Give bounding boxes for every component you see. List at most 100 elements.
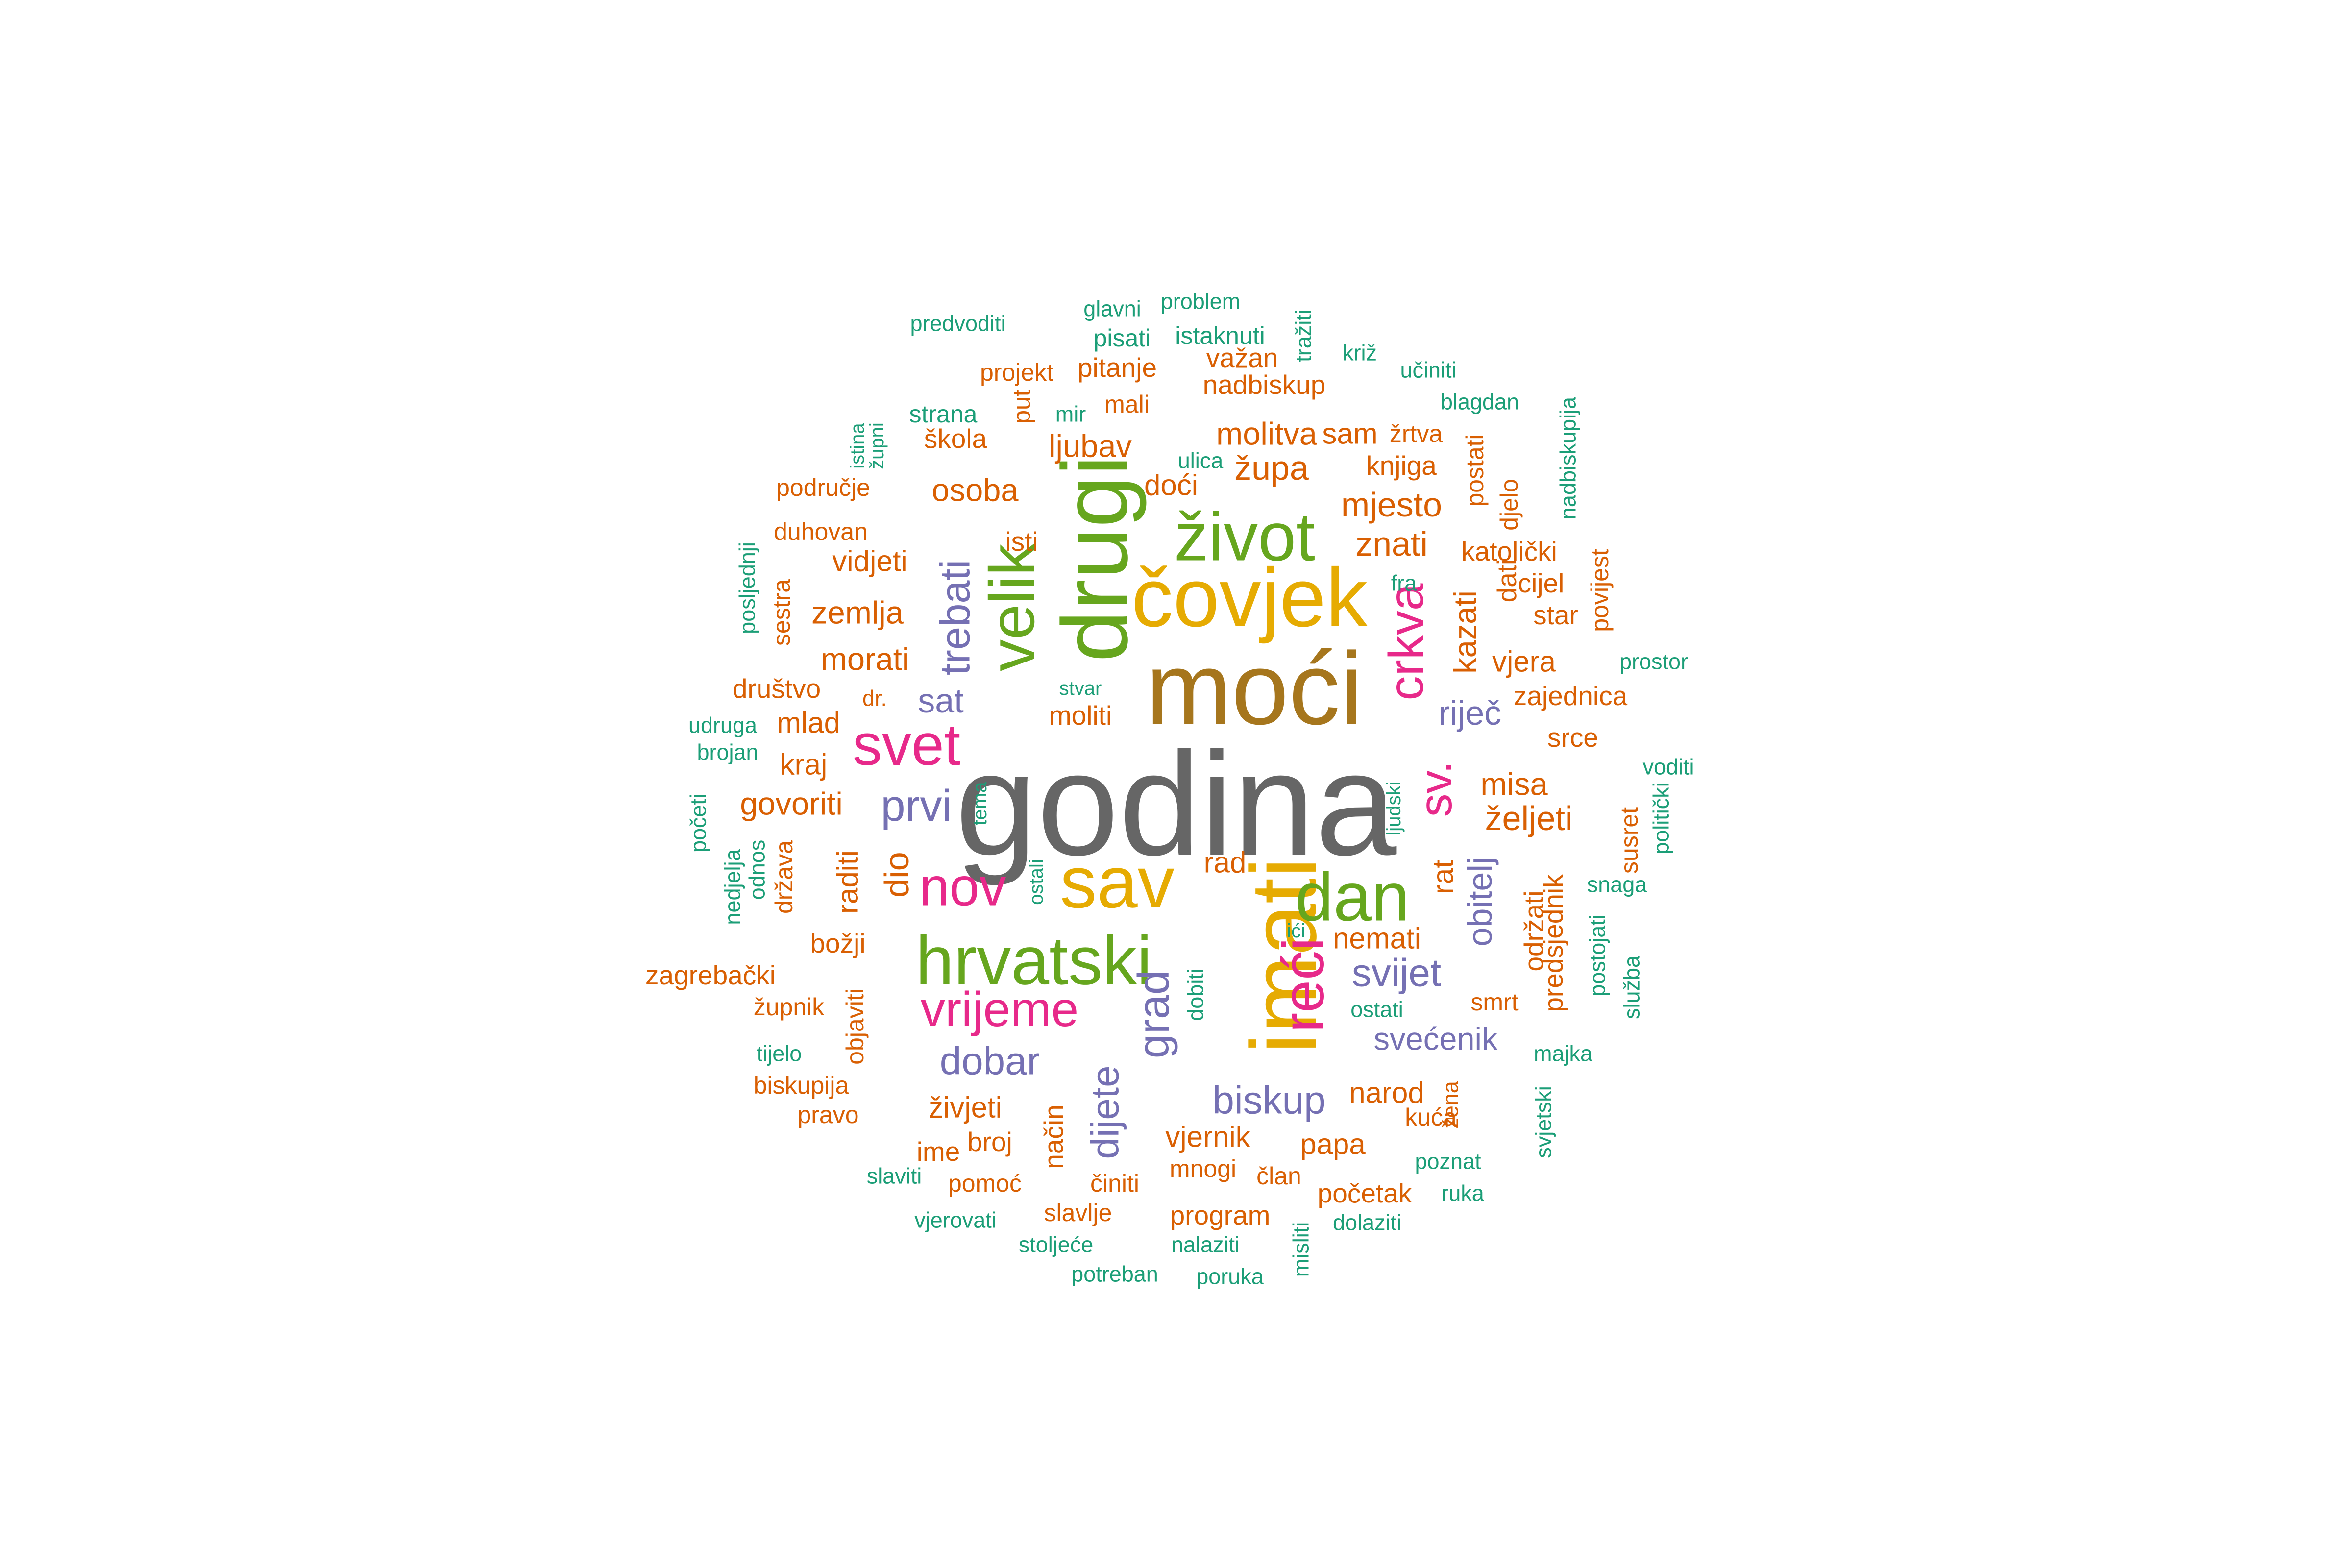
word-prvi: prvi	[881, 782, 952, 831]
word-posljednji: posljednji	[735, 542, 760, 634]
word-strana: strana	[909, 400, 978, 428]
word-vjera: vjera	[1492, 645, 1556, 678]
word-ljubav: ljubav	[1049, 428, 1132, 464]
word-voditi: voditi	[1642, 755, 1694, 780]
word-poznat: poznat	[1415, 1149, 1481, 1174]
word-drava: država	[770, 840, 798, 914]
word-kri: križ	[1343, 341, 1377, 366]
word-ovjek: čovjek	[1131, 551, 1368, 644]
word-dobar: dobar	[940, 1039, 1040, 1083]
word-crkva: crkva	[1379, 583, 1434, 700]
word-smrt: smrt	[1470, 988, 1518, 1016]
word-predvoditi: predvoditi	[910, 311, 1005, 336]
word-projekt: projekt	[980, 359, 1054, 386]
word-hrvatski: hrvatski	[916, 922, 1152, 999]
word-dobiti: dobiti	[1183, 968, 1208, 1021]
word-osoba: osoba	[931, 472, 1019, 508]
word-mjesto: mjesto	[1341, 486, 1442, 524]
word-eljeti: željeti	[1485, 799, 1573, 837]
word-godina: godina	[956, 721, 1398, 887]
word-grad: grad	[1129, 970, 1178, 1058]
word-vaan: važan	[1206, 343, 1278, 373]
word-tema: tema	[969, 782, 991, 826]
word-nedjelja: nedjelja	[720, 848, 745, 925]
word-predsjednik: predsjednik	[1538, 874, 1568, 1012]
word-nadbiskup: nadbiskup	[1203, 369, 1326, 400]
word-kazati: kazati	[1447, 590, 1483, 674]
word-sluba: služba	[1619, 955, 1644, 1019]
word-initi: činiti	[1090, 1170, 1139, 1197]
word-govoriti: govoriti	[740, 786, 843, 822]
word-moi: moći	[1146, 631, 1363, 746]
word-misa: misa	[1480, 766, 1548, 802]
word-blagdan: blagdan	[1441, 390, 1519, 415]
word-pitanje: pitanje	[1078, 352, 1157, 383]
word-tijelo: tijelo	[757, 1041, 802, 1066]
word-mnogi: mnogi	[1170, 1155, 1236, 1182]
word-istina: istina	[847, 423, 868, 469]
word-ivjeti: živjeti	[929, 1091, 1002, 1124]
word-morati: morati	[821, 641, 909, 677]
word-pisati: pisati	[1094, 324, 1151, 352]
word-star: star	[1533, 600, 1578, 630]
word-ii: ići	[1287, 920, 1305, 942]
word-rei: reći	[1271, 937, 1336, 1032]
word-nalaziti: nalaziti	[1171, 1232, 1240, 1257]
word-misliti: misliti	[1289, 1222, 1314, 1277]
word-rat: rat	[1427, 860, 1460, 894]
word-uiniti: učiniti	[1400, 358, 1456, 383]
word-imati: imati	[1232, 857, 1336, 1054]
word-odnos: odnos	[745, 840, 770, 900]
word-istaknuti: istaknuti	[1175, 322, 1265, 349]
word-svet: svet	[853, 712, 960, 778]
word-moliti: moliti	[1049, 700, 1112, 731]
word-sv: sv.	[1410, 761, 1462, 817]
word-pomo: pomoć	[948, 1170, 1022, 1197]
word-fra: fra	[1391, 571, 1417, 596]
word-mir: mir	[1055, 402, 1086, 427]
word-dolaziti: dolaziti	[1333, 1210, 1401, 1235]
word-objaviti: objaviti	[841, 988, 869, 1065]
word-sav: sav	[1060, 841, 1174, 923]
word-rije: riječ	[1439, 694, 1501, 732]
word-duhovan: duhovan	[774, 518, 868, 545]
word-politiki: politički	[1649, 782, 1674, 855]
word-brojan: brojan	[697, 740, 758, 765]
word-slavlje: slavlje	[1044, 1199, 1112, 1226]
word-rtva: žrtva	[1390, 420, 1443, 447]
word-svjetski: svjetski	[1531, 1086, 1556, 1158]
word-upa: župa	[1234, 449, 1309, 487]
word-ime: ime	[917, 1136, 960, 1167]
word-ulica: ulica	[1178, 448, 1224, 473]
word-majka: majka	[1534, 1041, 1593, 1066]
word-stvar: stvar	[1059, 678, 1102, 699]
word-znati: znati	[1355, 525, 1428, 563]
word-biskupija: biskupija	[754, 1072, 849, 1099]
word-mlad: mlad	[777, 707, 840, 739]
word-vidjeti: vidjeti	[832, 545, 907, 578]
word-sestra: sestra	[768, 579, 795, 646]
word-povijest: povijest	[1586, 549, 1614, 632]
word-mali: mali	[1104, 391, 1150, 418]
word-zagrebaki: zagrebački	[645, 960, 776, 990]
word-nain: način	[1038, 1104, 1069, 1169]
word-molitva: molitva	[1216, 416, 1318, 452]
word-poetak: početak	[1318, 1178, 1412, 1208]
word-zajednica: zajednica	[1514, 681, 1628, 711]
word-dan: dan	[1295, 858, 1410, 935]
word-ivot: život	[1174, 498, 1315, 575]
word-katoliki: katolički	[1461, 536, 1557, 566]
word-odrati: održati	[1519, 890, 1549, 971]
word-ljudski: ljudski	[1383, 781, 1405, 835]
word-sveenik: svećenik	[1374, 1021, 1498, 1057]
word-trebati: trebati	[932, 560, 979, 675]
word-kua: kuća	[1405, 1103, 1457, 1131]
word-potreban: potreban	[1071, 1262, 1158, 1287]
word-vjernik: vjernik	[1165, 1121, 1250, 1153]
word-slaviti: slaviti	[867, 1164, 922, 1189]
word-snaga: snaga	[1587, 872, 1648, 897]
word-dati: dati	[1492, 559, 1522, 603]
word-ostali: ostali	[1026, 859, 1047, 905]
word-kraj: kraj	[780, 748, 828, 781]
word-srce: srce	[1547, 722, 1598, 753]
